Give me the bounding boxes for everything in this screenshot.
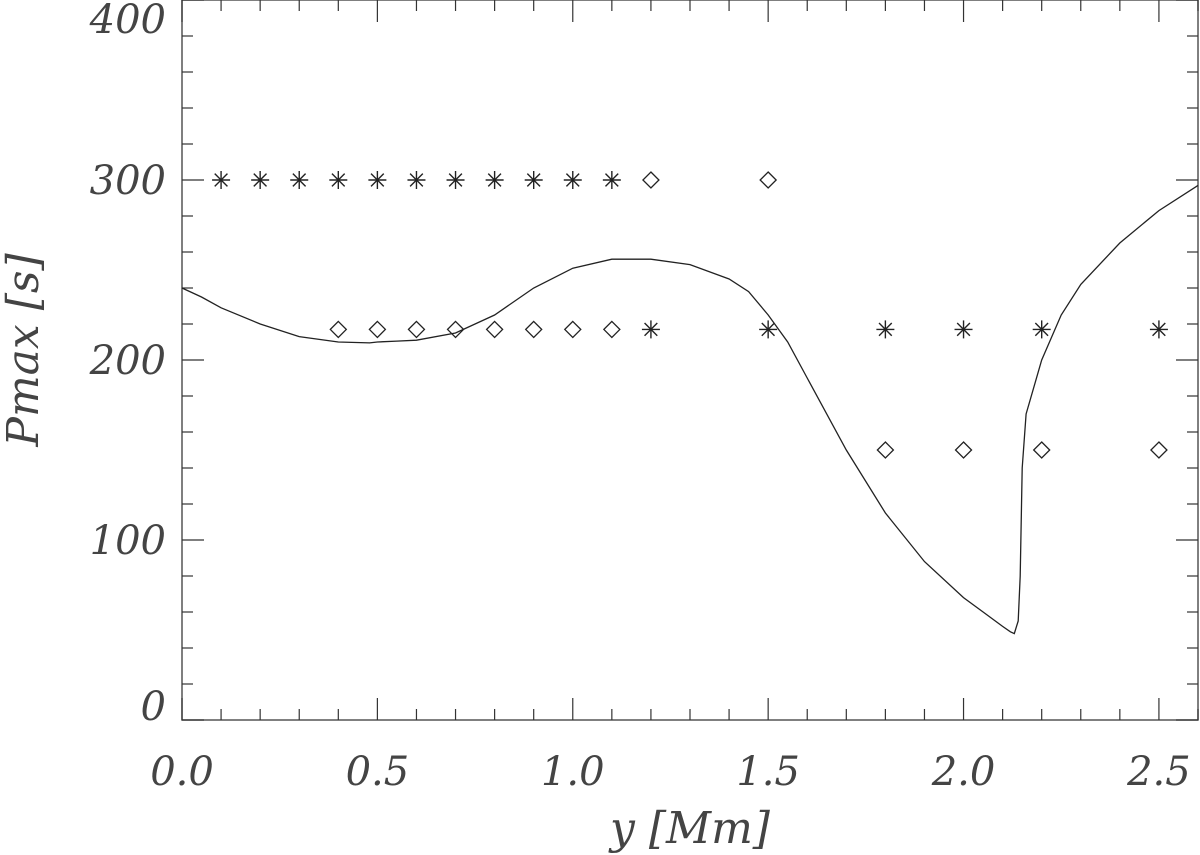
asterisk-point	[329, 171, 348, 189]
asterisk-point	[407, 171, 426, 189]
diamond-point	[329, 320, 348, 339]
diamond-point	[446, 320, 465, 339]
y-tick-label: 200	[89, 338, 166, 384]
y-tick-label: 100	[90, 518, 166, 564]
y-tick-label: 300	[90, 158, 166, 204]
asterisk-point	[251, 171, 270, 189]
asterisk-point	[524, 171, 543, 189]
diamond-point	[602, 320, 621, 339]
series-layer	[181, 171, 1199, 635]
y-axis-ticks: 0 100 200 300 400	[89, 0, 1198, 730]
asterisk-point	[212, 171, 231, 189]
asterisk-point	[1149, 320, 1168, 339]
diamond-point	[1150, 441, 1168, 459]
diamond-point	[485, 320, 504, 339]
asterisk-point	[876, 320, 895, 339]
asterisk-point	[368, 171, 387, 189]
y-axis-label: Pmax [s]	[0, 253, 49, 448]
diamond-point	[563, 320, 582, 339]
diamond-point	[642, 171, 660, 189]
diamond-point	[954, 441, 973, 459]
x-tick-label: 2.0	[931, 749, 996, 795]
y-tick-label: 400	[89, 0, 166, 43]
diamond-point	[876, 441, 895, 459]
x-tick-label: 0.5	[346, 749, 410, 795]
asterisk-point	[1032, 320, 1051, 339]
diamond-point	[759, 171, 778, 189]
asterisk-point	[485, 171, 504, 189]
x-axis-label: y [Mm]	[608, 803, 771, 854]
asterisk-point	[563, 171, 582, 189]
model-curve	[181, 184, 1199, 635]
diamond-point	[407, 320, 426, 339]
diamond-point	[1032, 441, 1051, 459]
asterisk-point	[290, 171, 309, 189]
y-tick-label: 0	[141, 684, 166, 730]
asterisk-point	[602, 171, 621, 189]
x-axis-ticks: 0.0 0.5 1.0 1.5 2.0 2.5	[150, 0, 1199, 795]
diamond-point	[524, 320, 543, 339]
asterisk-point	[954, 320, 973, 339]
x-tick-label: 2.5	[1126, 749, 1191, 795]
x-tick-label: 1.5	[736, 749, 800, 795]
plot-frame	[181, 0, 1199, 721]
x-tick-label: 1.0	[541, 749, 605, 795]
asterisk-point	[641, 320, 660, 339]
asterisk-point	[759, 320, 778, 339]
asterisk-point	[446, 171, 465, 189]
diamond-point	[368, 320, 387, 339]
x-tick-label: 0.0	[150, 749, 214, 795]
